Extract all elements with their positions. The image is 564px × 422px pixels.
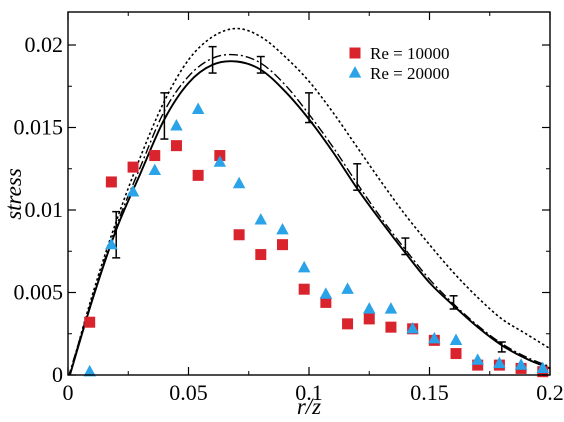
point-triangle	[471, 353, 484, 365]
model-curve-solid-with-errorbars	[68, 60, 550, 375]
legend-label: Re = 10000	[370, 44, 449, 63]
point-triangle	[276, 222, 289, 235]
point-triangle	[428, 331, 441, 344]
legend-marker-square	[349, 47, 361, 59]
y-tick-label: 0.015	[14, 115, 64, 140]
point-square	[149, 150, 161, 162]
x-tick-label: 0	[63, 380, 74, 405]
point-square	[84, 316, 96, 328]
point-triangle	[449, 333, 463, 345]
model-curves	[68, 27, 550, 375]
point-square	[363, 313, 375, 325]
point-square	[450, 348, 462, 360]
point-triangle	[363, 302, 376, 314]
point-triangle	[536, 361, 550, 374]
point-triangle	[406, 321, 419, 334]
point-triangle	[148, 163, 162, 176]
legend-label: Re = 20000	[370, 64, 449, 83]
point-triangle	[341, 282, 354, 294]
model-curve-dotted	[69, 27, 550, 375]
x-axis-title: r/z	[297, 394, 321, 419]
x-tick-label: 0.2	[536, 380, 564, 405]
point-triangle	[514, 358, 528, 370]
y-tick-label: 0.005	[14, 280, 64, 305]
point-triangle	[170, 119, 183, 131]
point-triangle	[126, 185, 140, 197]
point-triangle	[319, 287, 333, 299]
point-triangle	[384, 302, 398, 314]
model-curve-dashdot	[68, 53, 550, 375]
point-triangle	[83, 364, 96, 377]
y-tick-label: 0.02	[25, 32, 64, 57]
x-tick-label: 0.15	[410, 380, 449, 405]
x-tick-label: 0.05	[169, 380, 208, 405]
plot-frame	[67, 11, 551, 376]
point-square	[342, 318, 354, 330]
point-triangle	[105, 237, 118, 250]
point-triangle	[297, 260, 311, 273]
point-square	[320, 296, 332, 308]
point-square	[127, 161, 139, 173]
point-square	[255, 249, 267, 261]
point-triangle	[213, 155, 227, 167]
x-tick-label: 0.1	[295, 380, 323, 405]
y-tick-label: 0.01	[25, 197, 64, 222]
point-square	[192, 169, 204, 181]
point-square	[472, 359, 484, 371]
point-square	[385, 321, 397, 333]
ticks: 0 0.05 0.1 0.15 0.2 0 0.005 0.01 0.015 0.02	[14, 12, 564, 405]
point-triangle	[191, 102, 205, 114]
point-triangle	[493, 356, 506, 369]
point-triangle	[232, 176, 246, 189]
point-square	[276, 239, 288, 251]
point-triangle	[254, 213, 268, 225]
point-square	[233, 229, 245, 241]
point-square	[170, 140, 182, 152]
y-axis-title: stress	[1, 168, 26, 220]
point-square	[105, 176, 117, 188]
y-tick-label: 0	[52, 362, 63, 387]
data-points	[83, 102, 550, 378]
legend-marker-triangle	[348, 66, 362, 78]
point-square	[298, 283, 310, 295]
